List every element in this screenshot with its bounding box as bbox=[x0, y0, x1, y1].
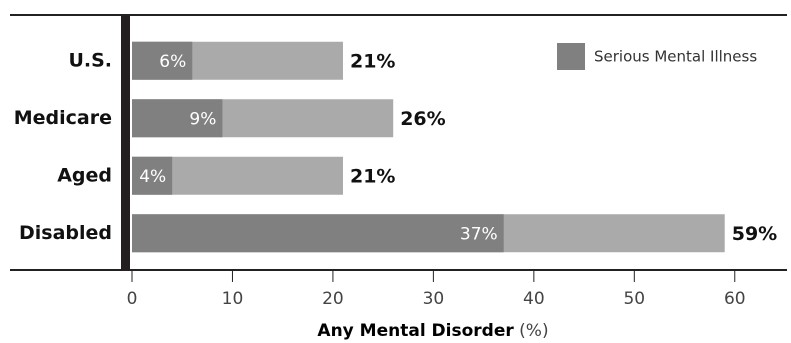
category-label: Disabled bbox=[19, 222, 112, 244]
bar bbox=[132, 41, 193, 80]
total-label: 59% bbox=[732, 223, 777, 245]
category-label: Aged bbox=[57, 164, 112, 186]
inner-label: 37% bbox=[460, 224, 498, 244]
x-axis-label: Any Mental Disorder bbox=[317, 321, 514, 341]
total-label: 21% bbox=[350, 50, 395, 72]
x-tick-label: 20 bbox=[322, 289, 344, 309]
bar bbox=[132, 214, 504, 253]
x-tick-label: 10 bbox=[222, 289, 244, 309]
inner-label: 9% bbox=[189, 109, 216, 129]
x-tick-label: 40 bbox=[523, 289, 545, 309]
legend-swatch bbox=[557, 43, 585, 70]
category-label: U.S. bbox=[68, 49, 112, 71]
bar bbox=[132, 156, 173, 195]
total-label: 26% bbox=[400, 108, 445, 130]
bar bbox=[132, 99, 223, 138]
x-tick-label: 30 bbox=[423, 289, 445, 309]
inner-label: 4% bbox=[139, 167, 166, 187]
axis-bar bbox=[121, 15, 130, 270]
x-axis-title: Any Mental Disorder (%) bbox=[317, 321, 548, 341]
legend-label: Serious Mental Illness bbox=[594, 48, 757, 66]
total-label: 21% bbox=[350, 165, 395, 187]
x-tick-label: 0 bbox=[127, 289, 138, 309]
category-label: Medicare bbox=[14, 107, 112, 129]
x-axis-unit: (%) bbox=[519, 321, 548, 341]
x-tick-label: 60 bbox=[724, 289, 746, 309]
x-tick-label: 50 bbox=[623, 289, 645, 309]
inner-label: 6% bbox=[159, 52, 186, 72]
